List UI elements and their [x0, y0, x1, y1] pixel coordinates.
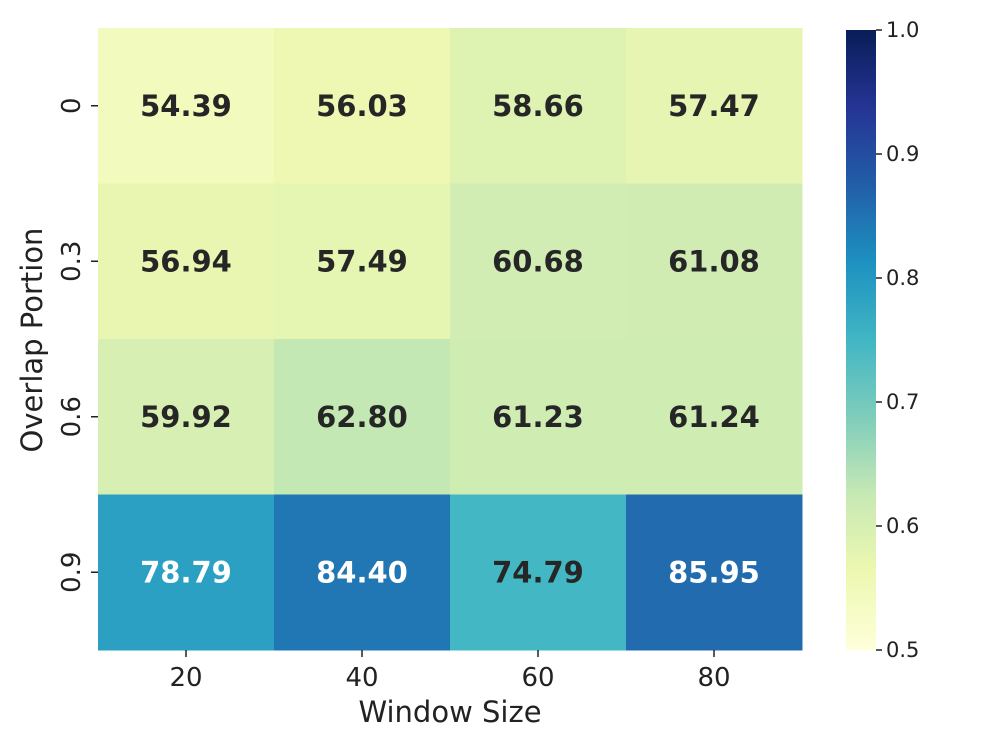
colorbar-gradient	[846, 30, 876, 650]
heatmap-cell-label: 60.68	[492, 244, 584, 278]
heatmap-cell-label: 57.47	[668, 89, 760, 123]
heatmap-cell-label: 61.08	[668, 244, 760, 278]
heatmap-cell-label: 85.95	[668, 555, 760, 589]
x-tick-label: 40	[345, 663, 378, 693]
heatmap-cell-label: 58.66	[492, 89, 584, 123]
heatmap-cell	[274, 28, 451, 184]
colorbar-tick-label: 0.6	[886, 514, 919, 538]
heatmap-cell	[450, 339, 627, 495]
y-tick-label: 0.9	[57, 552, 87, 593]
x-tick-label: 80	[697, 663, 730, 693]
heatmap-cell	[626, 183, 803, 340]
heatmap-cell	[274, 183, 451, 340]
heatmap-cell	[274, 494, 451, 651]
heatmap-cell	[274, 339, 451, 495]
heatmap-cell	[626, 494, 803, 651]
heatmap-cell-label: 59.92	[140, 400, 232, 434]
y-axis-title: Overlap Portion	[15, 228, 49, 453]
y-tick-label: 0	[57, 97, 87, 114]
colorbar: 0.5 0.6 0.7 0.8 0.9 1.0	[846, 18, 919, 662]
colorbar-tick-label: 0.8	[886, 266, 919, 290]
heatmap-cell	[98, 339, 275, 495]
heatmap-cell	[626, 339, 803, 495]
y-axis: 0 0.3 0.6 0.9	[57, 97, 98, 593]
heatmap-cell-label: 54.39	[140, 89, 232, 123]
heatmap-cell	[626, 28, 803, 184]
heatmap-cell	[98, 183, 275, 340]
colorbar-tick-label: 0.5	[886, 638, 919, 662]
heatmap-cell-label: 62.80	[316, 400, 408, 434]
x-axis-title: Window Size	[358, 695, 541, 729]
colorbar-tick-label: 0.7	[886, 390, 919, 414]
heatmap-cell-label: 61.23	[492, 400, 584, 434]
x-tick-label: 60	[521, 663, 554, 693]
heatmap-cell	[450, 28, 627, 184]
heatmap-cell-label: 56.03	[316, 89, 408, 123]
colorbar-tick-label: 0.9	[886, 142, 919, 166]
heatmap-cell-label: 84.40	[316, 555, 408, 589]
colorbar-ticks: 0.5 0.6 0.7 0.8 0.9 1.0	[876, 18, 919, 662]
x-tick-label: 20	[169, 663, 202, 693]
y-tick-label: 0.6	[57, 396, 87, 437]
heatmap-cell-label: 74.79	[492, 555, 584, 589]
heatmap-cell-label: 56.94	[140, 244, 232, 278]
heatmap-cell-labels: 54.39 56.03 58.66 57.47 56.94 57.49 60.68 61.08…	[140, 89, 760, 590]
heatmap-cell	[98, 494, 275, 651]
heatmap-cells	[98, 28, 803, 651]
heatmap-cell	[98, 28, 275, 184]
x-axis: 20 40 60 80	[169, 650, 731, 693]
colorbar-tick-label: 1.0	[886, 18, 919, 42]
y-tick-label: 0.3	[57, 241, 87, 282]
heatmap-cell-label: 78.79	[140, 555, 232, 589]
heatmap-cell	[450, 183, 627, 340]
heatmap-cell-label: 61.24	[668, 400, 760, 434]
heatmap-cell	[450, 494, 627, 651]
heatmap-cell-label: 57.49	[316, 244, 408, 278]
